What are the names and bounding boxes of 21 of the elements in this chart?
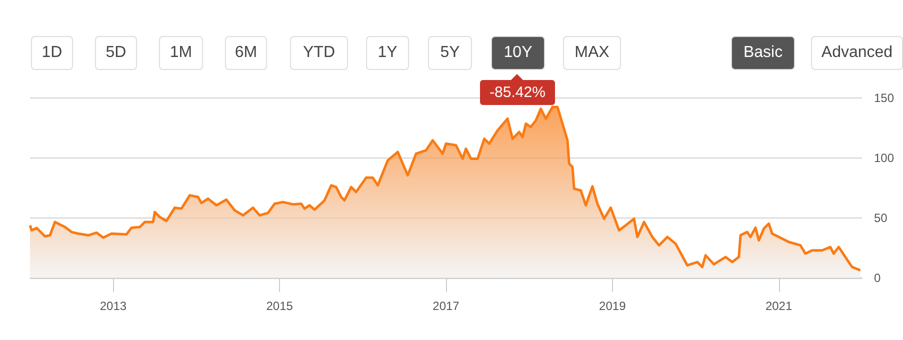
x-tick-label: 2019	[599, 299, 626, 313]
time-range-button[interactable]: 10Y	[491, 36, 545, 70]
x-tick-label: 2017	[432, 299, 460, 313]
view-mode-button[interactable]: Advanced	[811, 36, 903, 70]
y-tick-label: 150	[874, 91, 894, 105]
y-tick-label: 50	[874, 211, 888, 225]
x-tick-label: 2013	[100, 299, 127, 313]
y-tick-label: 100	[874, 151, 894, 165]
view-mode-button[interactable]: Basic	[731, 36, 795, 70]
time-range-button[interactable]: 1D	[31, 36, 73, 70]
x-tick-label: 2021	[765, 299, 792, 313]
annotation: -85.42%	[480, 80, 555, 105]
time-range-button[interactable]: 5Y	[428, 36, 472, 70]
time-range-button[interactable]: MAX	[563, 36, 621, 70]
y-tick-label: 0	[874, 271, 881, 285]
time-range-button[interactable]: 1Y	[366, 36, 409, 70]
time-range-button[interactable]: YTD	[290, 36, 348, 70]
x-tick-label: 2015	[266, 299, 294, 313]
time-range-button[interactable]: 1M	[159, 36, 203, 70]
time-range-button[interactable]: 6M	[225, 36, 267, 70]
time-range-button[interactable]: 5D	[95, 36, 137, 70]
